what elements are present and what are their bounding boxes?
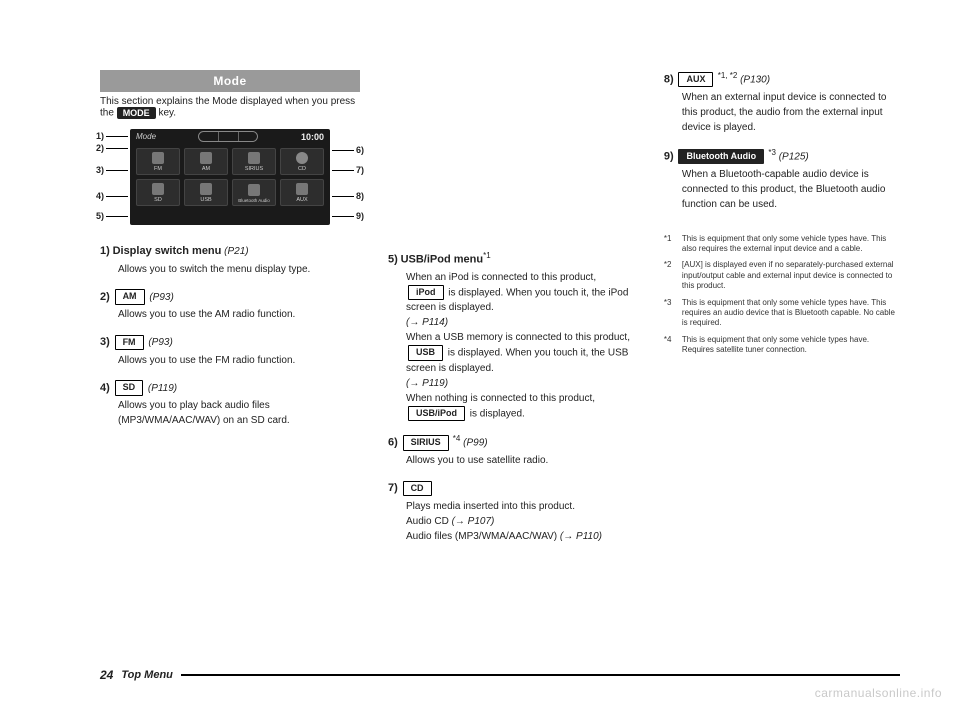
item-1: 1) Display switch menu (P21) Allows you … [100, 243, 360, 277]
cell-bt: Bluetooth Audio [232, 179, 276, 206]
intro-text: This section explains the Mode displayed… [100, 96, 360, 119]
footnote-3: *3This is equipment that only some vehic… [664, 298, 900, 329]
mode-screenshot: Mode 10:00 FM AM SIRIUS CD SD USB Blueto… [130, 129, 330, 225]
page-content: Mode This section explains the Mode disp… [100, 70, 900, 648]
column-2: 5) USB/iPod menu*1 When an iPod is conne… [388, 70, 636, 648]
cell-aux: AUX [280, 179, 324, 206]
footnote-2: *2[AUX] is displayed even if no separate… [664, 260, 900, 291]
section-title: Mode [100, 70, 360, 92]
item-6: 6) SIRIUS *4 (P99) Allows you to use sat… [388, 433, 636, 468]
column-3: 8) AUX *1, *2 (P130) When an external in… [664, 70, 900, 648]
item-8: 8) AUX *1, *2 (P130) When an external in… [664, 70, 900, 135]
item-7: 7) CD Plays media inserted into this pro… [388, 480, 636, 544]
page-number: 24 [100, 668, 113, 682]
item-5: 5) USB/iPod menu*1 When an iPod is conne… [388, 250, 636, 421]
usbipod-badge: USB/iPod [408, 406, 465, 422]
cell-usb: USB [184, 179, 228, 206]
ipod-badge: iPod [408, 285, 444, 301]
callout-2: 2) [96, 143, 128, 153]
mode-grid: FM AM SIRIUS CD SD USB Bluetooth Audio A… [130, 144, 330, 210]
mode-key-badge: MODE [117, 107, 156, 119]
sd-badge: SD [115, 380, 144, 396]
watermark: carmanualsonline.info [815, 686, 942, 700]
callout-8: 8) [332, 191, 364, 201]
bluetooth-badge: Bluetooth Audio [678, 149, 764, 165]
am-badge: AM [115, 289, 145, 305]
callout-1: 1) [96, 131, 128, 141]
cd-badge: CD [403, 481, 432, 497]
segment-control [198, 131, 258, 142]
callout-7: 7) [332, 165, 364, 175]
shot-mode-label: Mode [136, 132, 156, 141]
sirius-badge: SIRIUS [403, 435, 449, 451]
item-2: 2) AM (P93) Allows you to use the AM rad… [100, 289, 360, 323]
footnote-4: *4This is equipment that only some vehic… [664, 335, 900, 356]
usb-badge: USB [408, 345, 443, 361]
aux-badge: AUX [678, 72, 713, 88]
callout-5: 5) [96, 211, 128, 221]
callout-3: 3) [96, 165, 128, 175]
item-3: 3) FM (P93) Allows you to use the FM rad… [100, 334, 360, 368]
cell-am: AM [184, 148, 228, 175]
cell-sd: SD [136, 179, 180, 206]
fm-badge: FM [115, 335, 144, 351]
cell-fm: FM [136, 148, 180, 175]
footer-section: Top Menu [121, 669, 173, 681]
footer-bar [181, 674, 900, 676]
column-1: Mode This section explains the Mode disp… [100, 70, 360, 648]
item-4: 4) SD (P119) Allows you to play back aud… [100, 380, 360, 429]
callout-4: 4) [96, 191, 128, 201]
cell-sirius: SIRIUS [232, 148, 276, 175]
page-footer: 24 Top Menu [100, 668, 900, 682]
callout-9: 9) [332, 211, 364, 221]
intro-b: key. [158, 108, 176, 119]
callout-6: 6) [332, 145, 364, 155]
cell-cd: CD [280, 148, 324, 175]
item-9: 9) Bluetooth Audio *3 (P125) When a Blue… [664, 147, 900, 212]
footnote-1: *1This is equipment that only some vehic… [664, 234, 900, 255]
mode-diagram: Mode 10:00 FM AM SIRIUS CD SD USB Blueto… [100, 129, 360, 225]
shot-time: 10:00 [301, 132, 324, 142]
